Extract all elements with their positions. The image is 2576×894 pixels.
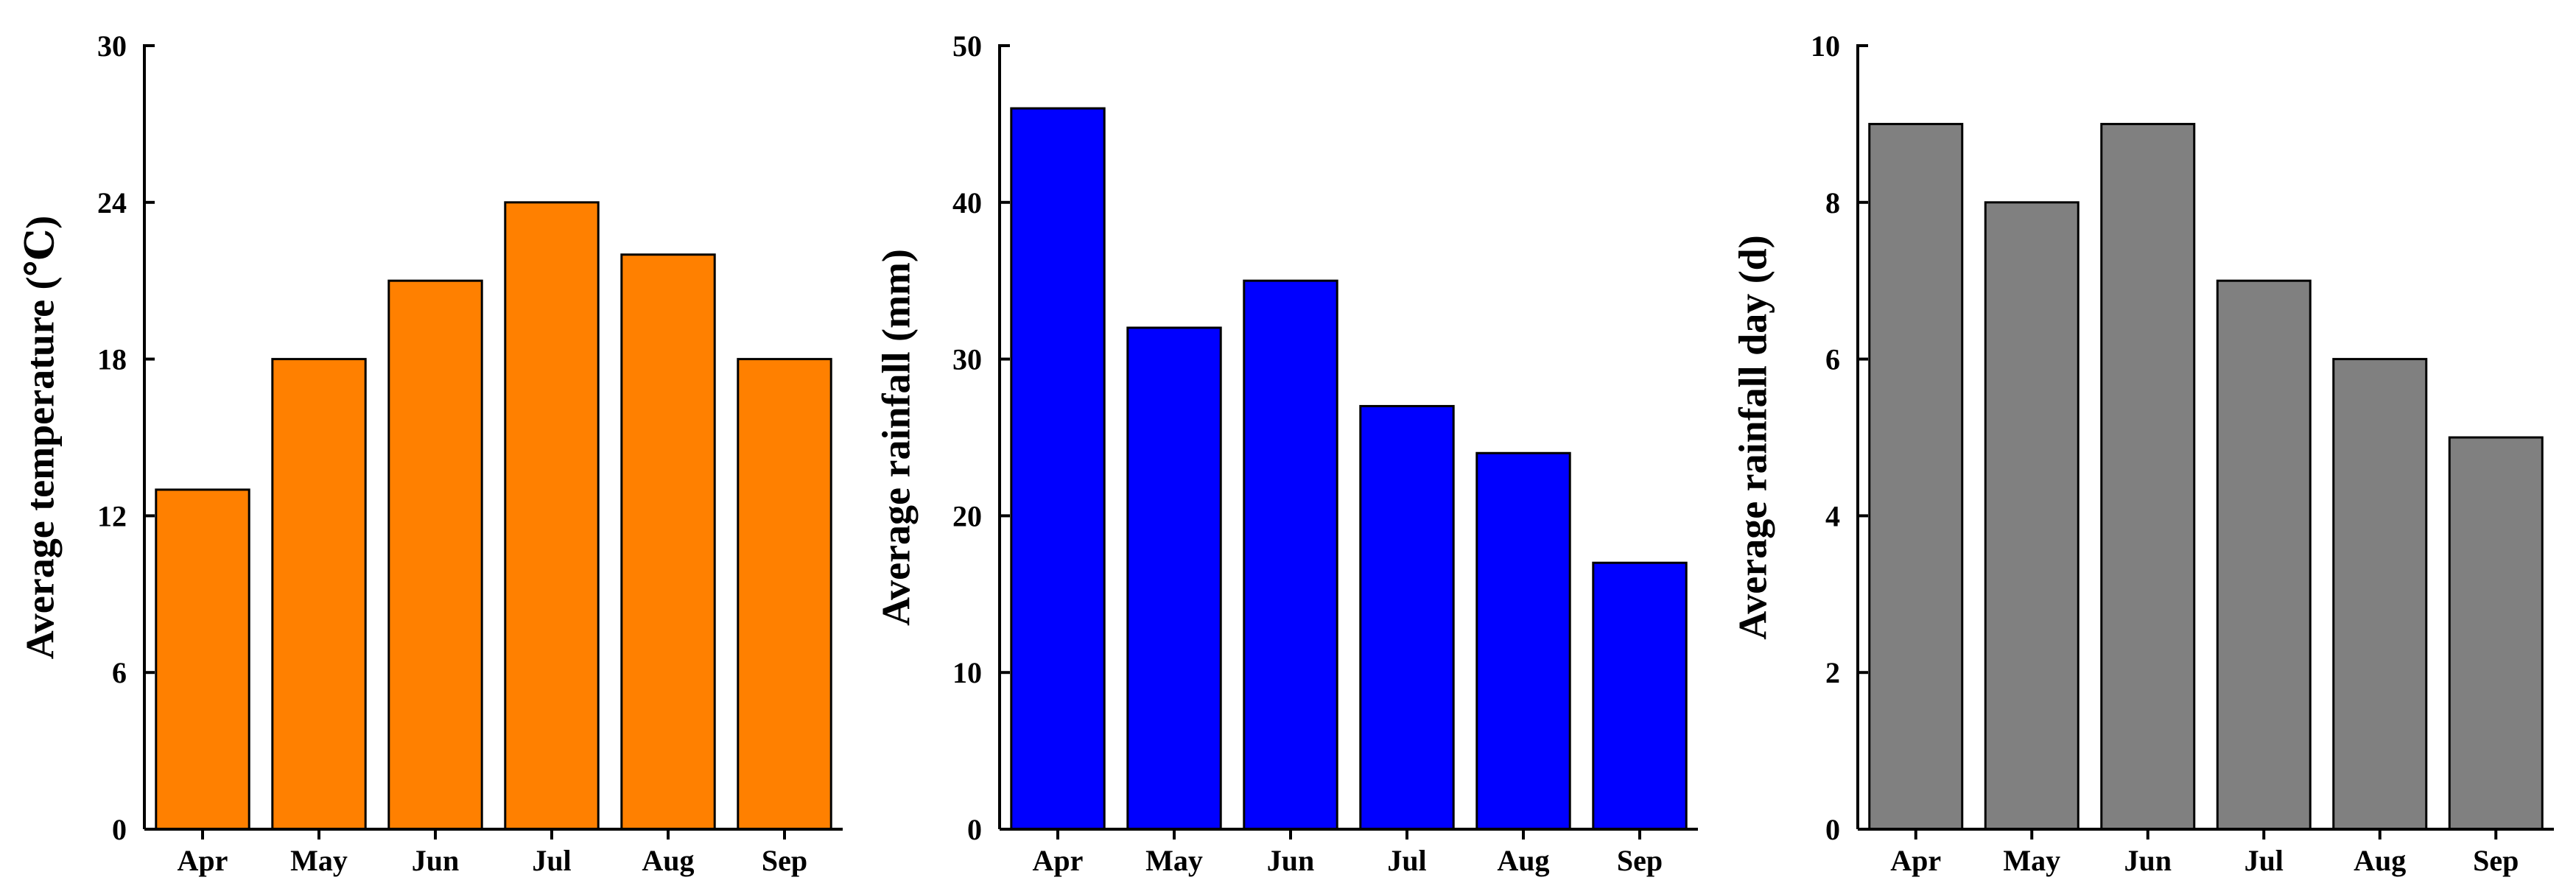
- rainfall-day-y-tick-label: 4: [1825, 499, 1840, 532]
- rainfall-day-y-tick-label: 8: [1825, 186, 1840, 219]
- rainfall-x-tick-label: Jul: [1387, 844, 1426, 877]
- temperature-bar-aug: [620, 253, 716, 831]
- temperature-x-tick-label: Aug: [642, 844, 694, 877]
- rainfall-day-bar-apr: [1868, 122, 1964, 831]
- rainfall-day-bar-sep: [2448, 436, 2544, 831]
- rainfall-day-x-tick-label: Sep: [2473, 844, 2519, 877]
- temperature-y-tick-label: 6: [112, 656, 127, 689]
- temperature-y-tick-label: 18: [97, 343, 127, 376]
- rainfall-x-tick-label: Jun: [1267, 844, 1315, 877]
- temperature-bar-jun: [387, 279, 483, 831]
- rainfall-bar-jun: [1243, 279, 1338, 831]
- rainfall-y-tick-label: 30: [952, 343, 982, 376]
- rainfall-bar-aug: [1475, 451, 1571, 831]
- rainfall-y-axis-title: Average rainfall (mm): [874, 249, 918, 626]
- temperature-x-tick-label: Apr: [178, 844, 228, 877]
- temperature-y-tick-label: 0: [112, 813, 127, 846]
- temperature-y-tick-label: 12: [97, 499, 127, 532]
- rainfall-y-tick-label: 50: [952, 29, 982, 63]
- temperature-bar-apr: [155, 488, 250, 831]
- rainfall-day-y-tick-label: 0: [1825, 813, 1840, 846]
- temperature-x-tick-label: Jun: [412, 844, 460, 877]
- rainfall-y-tick-label: 40: [952, 186, 982, 219]
- rainfall-day-x-tick-label: May: [2003, 844, 2060, 877]
- temperature-chart: 0 6 12 18 24 30 Apr May Jun Jul Aug Sep Average temp…: [18, 29, 843, 877]
- rainfall-day-x-tick-label: Aug: [2354, 844, 2406, 877]
- rainfall-day-x-tick-label: Jul: [2245, 844, 2284, 877]
- rainfall-x-tick-label: Aug: [1497, 844, 1549, 877]
- temperature-bar-may: [271, 358, 367, 831]
- rainfall-day-y-tick-label: 2: [1825, 656, 1840, 689]
- rainfall-x-tick-label: Apr: [1033, 844, 1084, 877]
- rainfall-y-tick-label: 10: [952, 656, 982, 689]
- rainfall-x-tick-label: May: [1145, 844, 1203, 877]
- temperature-y-tick-label: 24: [97, 186, 127, 219]
- temperature-y-axis-title: Average temperature (℃): [18, 216, 62, 659]
- temperature-x-tick-label: Jul: [532, 844, 571, 877]
- rainfall-day-y-tick-label: 10: [1811, 29, 1840, 63]
- rainfall-x-tick-label: Sep: [1617, 844, 1663, 877]
- rainfall-bar-sep: [1592, 561, 1688, 831]
- rainfall-day-x-tick-label: Jun: [2124, 844, 2172, 877]
- rainfall-day-y-tick-label: 6: [1825, 343, 1840, 376]
- temperature-bar-sep: [737, 358, 832, 831]
- rainfall-y-tick-label: 0: [967, 813, 982, 846]
- rainfall-y-tick-label: 20: [952, 499, 982, 532]
- rainfall-chart: 0 10 20 30 40 50 Apr May Jun Jul Aug Sep Average rai…: [874, 29, 1698, 877]
- rainfall-day-bar-jun: [2100, 122, 2196, 831]
- rainfall-bar-may: [1126, 326, 1222, 831]
- rainfall-day-y-axis-title: Average rainfall day (d): [1730, 235, 1775, 639]
- rainfall-day-bar-aug: [2332, 358, 2428, 831]
- temperature-x-tick-label: May: [290, 844, 348, 877]
- temperature-x-tick-label: Sep: [762, 844, 807, 877]
- rainfall-day-bar-jul: [2216, 279, 2312, 831]
- rainfall-bar-jul: [1359, 404, 1455, 831]
- rainfall-bar-apr: [1010, 107, 1106, 831]
- rainfall-day-x-tick-label: Apr: [1890, 844, 1941, 877]
- rainfall-day-chart: 0 2 4 6 8 10 Apr May Jun Jul Aug Sep Average rainfal…: [1730, 29, 2554, 877]
- temperature-bar-jul: [504, 201, 600, 831]
- rainfall-day-bar-may: [1984, 201, 2080, 831]
- temperature-y-tick-label: 30: [97, 29, 127, 63]
